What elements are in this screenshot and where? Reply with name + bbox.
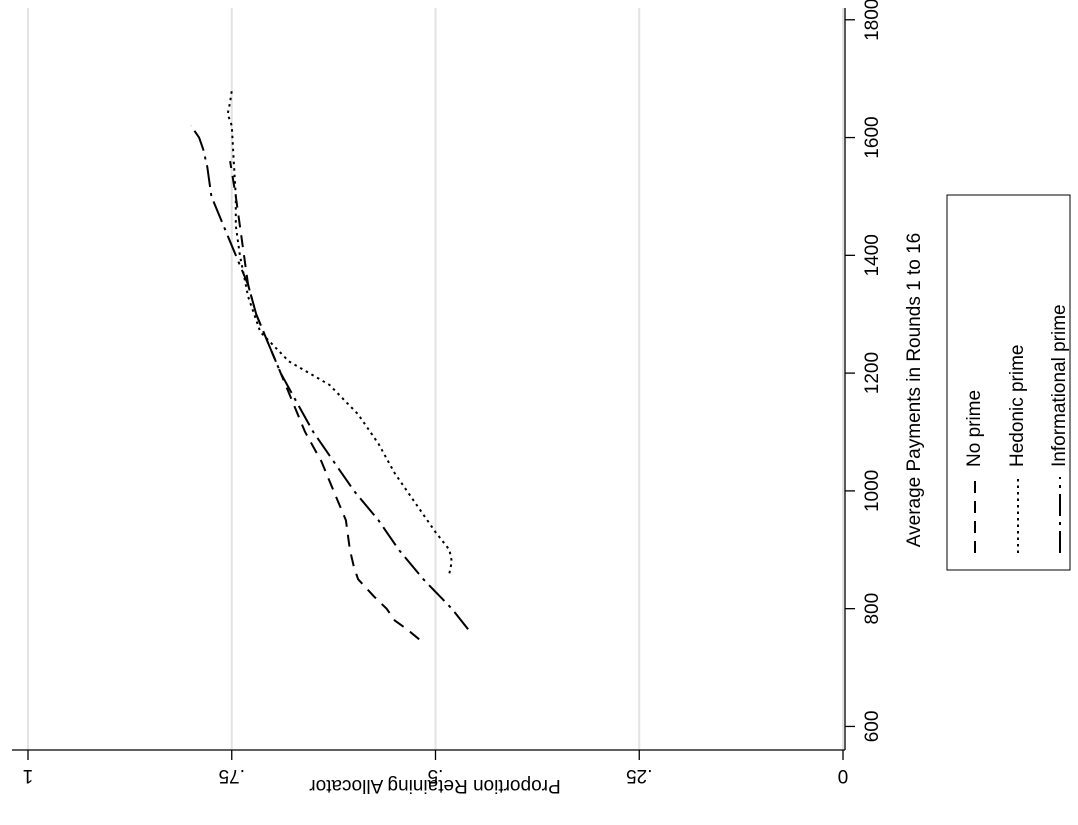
x-tick-label-group: 1200 xyxy=(862,352,883,394)
y-tick-label: .75 xyxy=(219,765,245,786)
y-tick-label-group: 1 xyxy=(23,765,34,786)
x-tick-label-group: 600 xyxy=(862,711,883,743)
legend-label-informational-prime: Informational prime xyxy=(1049,304,1070,467)
x-tick-label-group: 1400 xyxy=(862,234,883,276)
y-tick-label: .5 xyxy=(428,765,444,786)
legend-box xyxy=(946,194,1071,571)
y-tick-label-group: .25 xyxy=(626,765,652,786)
x-tick-label: 1600 xyxy=(862,116,883,158)
x-tick-label-group: 800 xyxy=(862,593,883,625)
axes xyxy=(12,8,846,751)
series-line-hedonic-prime xyxy=(226,90,453,574)
y-tick-label: 1 xyxy=(23,765,34,786)
gridlines xyxy=(27,8,844,750)
series-line-no-prime xyxy=(229,160,420,641)
y-axis-title-group: Proportion Retaining Allocator xyxy=(309,775,561,796)
x-tick-label-group: 1000 xyxy=(862,470,883,512)
legend: No prime Hedonic prime Informational prime xyxy=(946,194,1071,571)
series-line-informational-prime xyxy=(190,125,469,630)
y-tick-label-group: .75 xyxy=(219,765,245,786)
x-tick-label-group: 1600 xyxy=(862,116,883,158)
y-tick-label: .25 xyxy=(626,765,652,786)
series-lines xyxy=(190,90,469,641)
x-axis-title: Average Payments in Rounds 1 to 16 xyxy=(904,233,925,547)
y-tick-label-group: 0 xyxy=(838,765,849,786)
legend-label-group: Hedonic prime xyxy=(1007,345,1028,468)
x-tick-label: 1200 xyxy=(862,352,883,394)
legend-label-hedonic-prime: Hedonic prime xyxy=(1007,345,1028,468)
x-tick-label: 1000 xyxy=(862,470,883,512)
legend-label-group: Informational prime xyxy=(1049,304,1070,467)
y-tick-label: 0 xyxy=(838,765,849,786)
x-tick-label: 1400 xyxy=(862,234,883,276)
x-tick-label: 800 xyxy=(862,593,883,625)
x-axis-title-group: Average Payments in Rounds 1 to 16 xyxy=(904,233,925,547)
legend-label-no-prime: No prime xyxy=(964,390,985,467)
y-tick-label-group: .5 xyxy=(428,765,444,786)
x-tick-label: 600 xyxy=(862,711,883,743)
legend-label-group: No prime xyxy=(964,390,985,467)
x-tick-label-group: 1800 xyxy=(862,0,883,41)
y-axis-title: Proportion Retaining Allocator xyxy=(309,775,561,796)
x-tick-label: 1800 xyxy=(862,0,883,41)
